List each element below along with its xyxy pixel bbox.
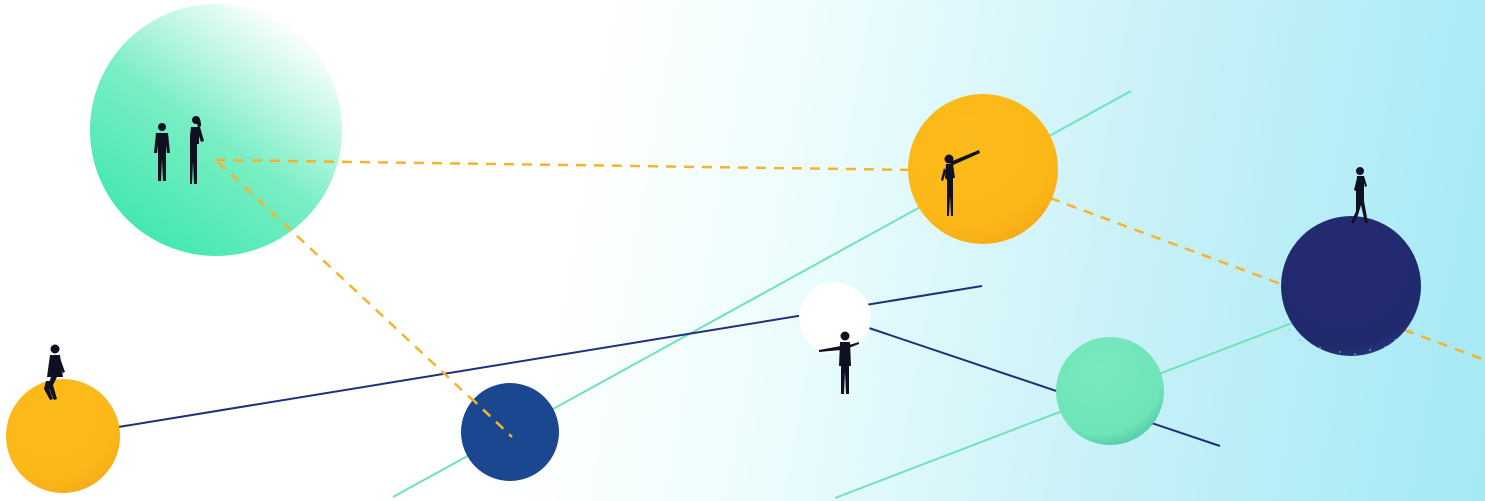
navy-circle xyxy=(1281,216,1421,356)
blue-circle xyxy=(461,383,559,481)
dashed-connections xyxy=(215,158,1485,438)
dashed-line-right xyxy=(1049,196,1485,362)
white-circle xyxy=(799,282,871,354)
person-sitting-icon xyxy=(44,344,65,400)
mint-small-circle xyxy=(1056,337,1164,445)
person-walking-icon xyxy=(1351,167,1368,223)
mint-large-circle xyxy=(90,4,342,256)
yellow-circle-top xyxy=(908,94,1058,244)
dashed-line-diagonal xyxy=(217,161,513,438)
yellow-circle-left xyxy=(6,379,120,493)
dashed-line-horizontal xyxy=(215,158,916,172)
speckle-texture xyxy=(1289,329,1411,355)
person-telescope-icon xyxy=(941,150,980,216)
person-pair-icon xyxy=(154,116,204,184)
navy-line-right xyxy=(859,324,1221,447)
dashed-line-tail xyxy=(469,396,513,438)
person-standing-icon xyxy=(819,331,859,394)
